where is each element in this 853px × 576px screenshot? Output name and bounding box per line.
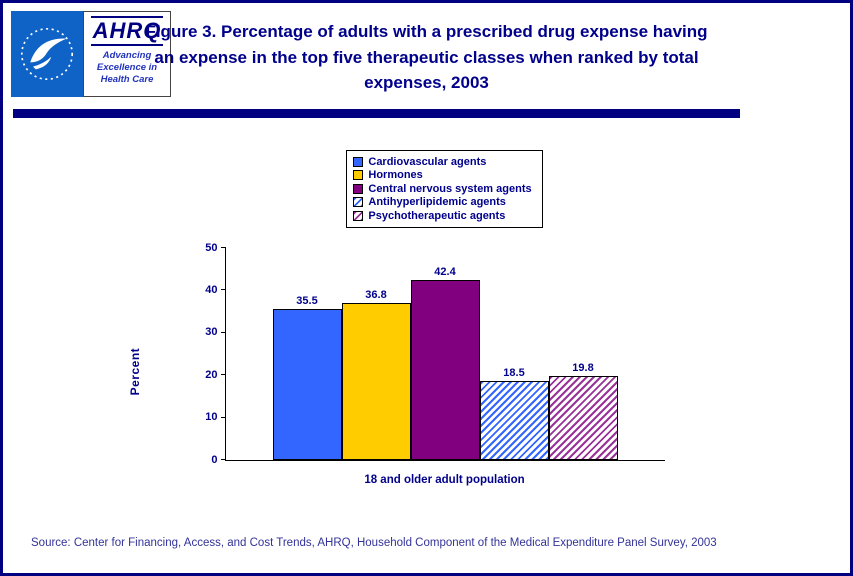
y-tick-mark	[220, 247, 226, 248]
legend-swatch-icon	[353, 156, 364, 167]
bar-antihyperlipidemic-agents	[479, 381, 549, 460]
bar-cardiovascular-agents	[272, 308, 342, 460]
bar-group-4: 18.5	[479, 248, 549, 460]
ahrq-logo: AHRQ Advancing Excellence in Health Care	[83, 11, 171, 97]
header-divider	[13, 109, 740, 118]
legend-label: Central nervous system agents	[368, 182, 532, 195]
ahrq-tagline: Advancing Excellence in Health Care	[97, 50, 157, 86]
ahrq-tagline-line1: Advancing	[102, 50, 152, 62]
y-tick-label: 50	[205, 241, 218, 254]
ahrq-tagline-line2: Excellence in	[96, 62, 158, 74]
source-note: Source: Center for Financing, Access, an…	[31, 537, 717, 549]
logo-group: AHRQ Advancing Excellence in Health Care	[11, 11, 171, 97]
legend-swatch-icon	[353, 170, 364, 181]
bar-group-5: 19.8	[548, 248, 618, 460]
hhs-logo	[11, 11, 83, 97]
bar-value-label: 18.5	[503, 367, 525, 380]
legend: Cardiovascular agents Hormones Central ner…	[346, 150, 543, 228]
legend-swatch-icon	[353, 210, 364, 221]
plot-area: 35.5 36.8 42.4 18.5 19.8 0 10 20 30 40 50	[205, 242, 665, 466]
x-axis-label: 18 and older adult population	[364, 473, 525, 486]
y-tick-label: 30	[205, 326, 218, 339]
bar-value-label: 35.5	[296, 294, 318, 307]
bar-value-label: 19.8	[572, 361, 594, 374]
bar-group-2: 36.8	[341, 248, 411, 460]
legend-label: Hormones	[368, 169, 423, 182]
bar-hormones	[341, 303, 411, 460]
hhs-eagle-icon	[20, 27, 74, 81]
y-axis-label: Percent	[127, 347, 142, 395]
legend-item-4: Antihyperlipidemic agents	[353, 196, 531, 210]
ahrq-tagline-line3: Health Care	[100, 73, 154, 85]
legend-item-5: Psychotherapeutic agents	[353, 209, 531, 223]
legend-swatch-icon	[353, 183, 364, 194]
y-tick-label: 10	[205, 411, 218, 424]
legend-label: Cardiovascular agents	[368, 155, 487, 168]
legend-swatch-icon	[353, 197, 364, 208]
legend-label: Psychotherapeutic agents	[368, 209, 506, 222]
header: AHRQ Advancing Excellence in Health Care…	[3, 3, 850, 105]
y-tick-mark	[220, 289, 226, 291]
y-tick-mark	[220, 459, 226, 460]
figure-title: Figure 3. Percentage of adults with a pr…	[145, 22, 708, 92]
y-tick-mark	[220, 374, 226, 376]
bar-psychotherapeutic-agents	[548, 375, 618, 460]
bar-value-label: 36.8	[365, 289, 387, 302]
legend-item-3: Central nervous system agents	[353, 182, 532, 196]
y-tick-label: 20	[205, 368, 218, 381]
legend-label: Antihyperlipidemic agents	[368, 196, 506, 209]
bar-chart: Percent 35.5 36.8 42.4 18.5 19.8 0 10 20 30 40 50 …	[128, 242, 703, 504]
y-tick-label: 40	[205, 283, 218, 296]
bar-group-3: 42.4	[410, 248, 480, 460]
ahrq-wordmark: AHRQ	[90, 16, 164, 47]
y-tick-mark	[220, 416, 226, 418]
legend-item-1: Cardiovascular agents	[353, 155, 531, 169]
legend-item-2: Hormones	[353, 169, 531, 183]
bar-value-label: 42.4	[434, 265, 456, 278]
y-tick-label: 0	[211, 453, 218, 466]
bar-central-nervous-system-agents	[410, 279, 480, 460]
bar-group-1: 35.5	[272, 248, 342, 460]
y-tick-mark	[220, 331, 226, 333]
